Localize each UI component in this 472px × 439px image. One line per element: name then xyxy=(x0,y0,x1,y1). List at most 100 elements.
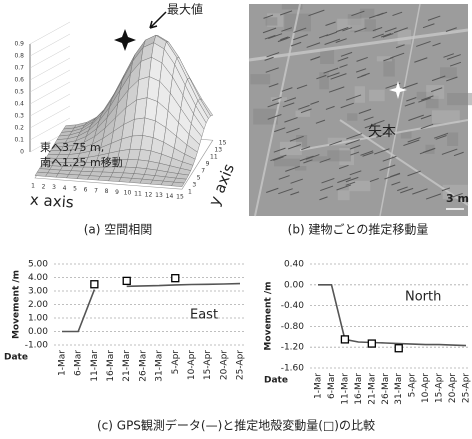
x-tick-label: 20-Apr xyxy=(448,373,458,403)
x-axis-label: Date xyxy=(4,353,28,363)
texture xyxy=(360,9,374,18)
z-tick-label: 0.6 xyxy=(14,77,24,84)
texture xyxy=(347,113,357,120)
x-tick-label: 31-Mar xyxy=(394,373,404,405)
x-tick-label: 4 xyxy=(63,185,67,192)
panel-a: 00.10.20.30.40.50.60.70.80.9123456789101… xyxy=(14,2,238,212)
x-tick-label: 1-Mar xyxy=(58,350,68,376)
x-tick-label: 3 xyxy=(52,184,56,191)
x-axis-label: Date xyxy=(264,376,288,386)
y-tick-label: 0.00 xyxy=(284,280,304,290)
z-tick-label: 0.4 xyxy=(14,101,24,108)
caption-b: (b) 建物ごとの推定移動量 xyxy=(288,222,429,237)
y-tick-label: 3 xyxy=(192,182,196,189)
z-tick-label: 0.7 xyxy=(14,65,24,72)
peak-arrow xyxy=(150,12,166,28)
x-tick-label: 10 xyxy=(124,190,132,197)
texture xyxy=(337,19,364,31)
texture xyxy=(369,90,385,102)
x-tick-label: 11-Mar xyxy=(90,350,100,382)
x-tick-label: 16-Mar xyxy=(354,373,364,405)
x-tick-label: 7 xyxy=(94,187,98,194)
x-tick-label: 5-Apr xyxy=(171,350,181,375)
peak-label: 最大値 xyxy=(167,2,203,17)
z-grid-line xyxy=(30,70,70,92)
x-tick-label: 2 xyxy=(42,183,46,190)
figure: 00.10.20.30.40.50.60.70.80.9123456789101… xyxy=(0,0,472,439)
z-grid-line xyxy=(30,22,70,44)
texture xyxy=(274,159,300,167)
z-grid-line xyxy=(30,94,70,116)
x-tick-label: 11-Mar xyxy=(340,373,350,405)
y-tick-label: 5.00 xyxy=(28,260,48,270)
x-tick-label: 14 xyxy=(166,193,174,200)
x-tick-label: 21-Mar xyxy=(367,373,377,405)
y-tick-label: 0.40 xyxy=(284,260,304,270)
z-grid-line xyxy=(30,46,70,68)
y-tick-label: 11 xyxy=(210,154,218,161)
gps-line xyxy=(62,290,94,332)
x-tick-label: 6-Mar xyxy=(327,373,337,399)
x-tick-label: 10-Apr xyxy=(187,350,197,380)
gps-line xyxy=(318,285,466,346)
estimate-marker xyxy=(341,336,348,343)
z-tick-label: 0.8 xyxy=(14,53,24,60)
estimate-marker xyxy=(123,277,130,284)
z-grid-line xyxy=(30,58,70,80)
x-tick-label: 31-Mar xyxy=(155,350,165,382)
x-tick-label: 16-Mar xyxy=(106,350,116,382)
estimate-marker xyxy=(172,275,179,282)
estimate-marker xyxy=(395,345,402,352)
y-tick-label: -1.20 xyxy=(281,343,305,353)
x-tick-label: 13 xyxy=(155,192,163,199)
y-tick-label: 1.00 xyxy=(28,314,48,324)
y-tick-label: -1.00 xyxy=(25,341,49,351)
y-tick-label: -0.40 xyxy=(281,301,305,311)
x-tick-label: 5 xyxy=(73,186,77,193)
annotation: North xyxy=(405,290,441,305)
x-tick-label: 8 xyxy=(105,188,109,195)
texture xyxy=(327,150,351,161)
texture xyxy=(355,86,365,103)
caption-a: (a) 空間相関 xyxy=(84,223,153,237)
shift-text: 東へ3.75 m, xyxy=(40,141,104,154)
z-tick-label: 0.5 xyxy=(14,89,24,96)
place-label: 矢本 xyxy=(368,124,396,140)
estimate-marker xyxy=(91,281,98,288)
annotation: East xyxy=(190,308,218,323)
y-tick-label: 7 xyxy=(201,168,205,175)
x-tick-label: 11 xyxy=(134,191,142,198)
texture xyxy=(319,72,329,89)
surface-cell xyxy=(172,182,185,187)
texture xyxy=(426,85,444,99)
y-tick-label: 1 xyxy=(188,189,192,196)
z-grid-line xyxy=(30,106,70,128)
z-tick-label: 0 xyxy=(20,149,24,156)
x-tick-label: 21-Mar xyxy=(122,350,132,382)
texture xyxy=(447,93,472,105)
texture xyxy=(295,166,306,171)
x-tick-label: 1-Mar xyxy=(314,373,324,399)
texture xyxy=(447,132,458,145)
x-tick-label: 12 xyxy=(145,191,153,198)
z-tick-label: 0.9 xyxy=(14,41,24,48)
x-tick-label: 15 xyxy=(176,194,184,201)
y-axis-label: Movement /m xyxy=(264,281,274,350)
x-tick-label: 25-Apr xyxy=(236,350,246,380)
gps-line xyxy=(127,284,240,287)
texture xyxy=(338,190,350,200)
star xyxy=(114,29,136,51)
x-tick-label: 15-Apr xyxy=(435,373,445,403)
y-axis-label: y axis xyxy=(205,161,238,208)
texture xyxy=(266,17,278,25)
x-tick-label: 15-Apr xyxy=(203,350,213,380)
x-tick-label: 25-Apr xyxy=(462,373,472,403)
texture xyxy=(383,59,394,77)
x-tick-label: 26-Mar xyxy=(381,373,391,405)
z-tick-label: 0.2 xyxy=(14,125,24,132)
shift-text: 南へ1.25 m移動 xyxy=(40,155,123,169)
z-grid-line xyxy=(30,34,70,56)
y-tick-label: 2.00 xyxy=(28,300,48,310)
caption-c: (c) GPS観測データ(—)と推定地殻変動量(□)の比較 xyxy=(97,418,375,433)
y-tick-label: 3.00 xyxy=(28,287,48,297)
